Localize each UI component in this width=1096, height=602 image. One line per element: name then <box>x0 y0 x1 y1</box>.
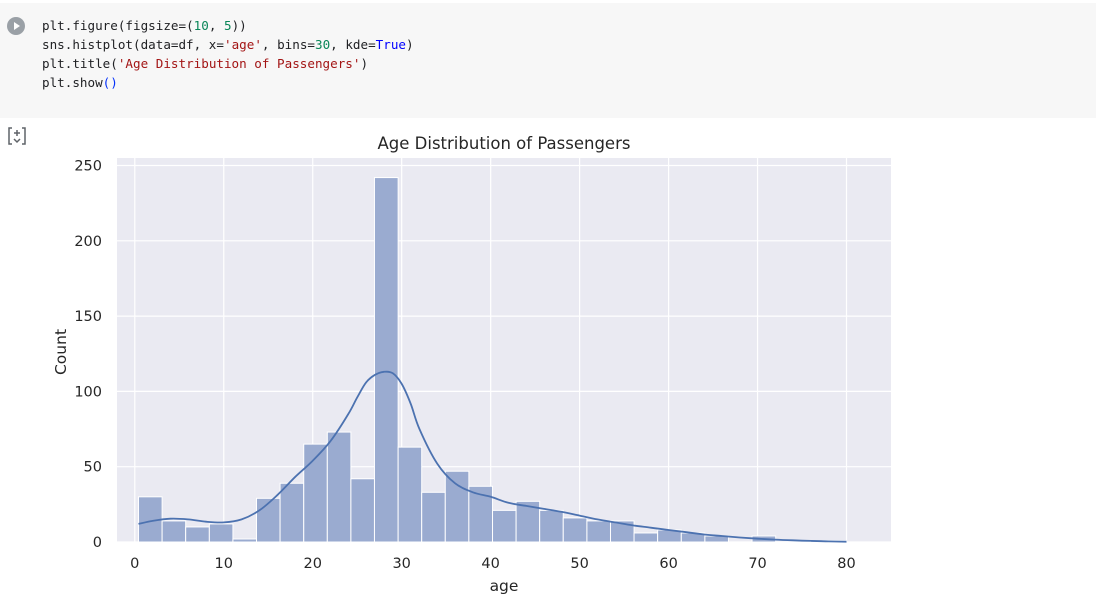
histogram-bar <box>633 532 659 543</box>
code-token: )) <box>231 18 247 33</box>
code-editor[interactable]: plt.figure(figsize=(10, 5)) sns.histplot(… <box>42 16 414 92</box>
x-tick-label: 40 <box>481 556 499 572</box>
code-token: True <box>375 37 406 52</box>
x-tick-label: 60 <box>659 556 677 572</box>
histogram-bar <box>539 509 564 543</box>
histogram-bar <box>350 478 375 543</box>
code-line: plt.title('Age Distribution of Passenger… <box>42 54 414 73</box>
code-token: 10 <box>193 18 209 33</box>
histogram-bar <box>326 431 352 543</box>
code-token: 'age' <box>223 37 262 52</box>
x-tick-label: 80 <box>837 556 855 572</box>
x-tick-label: 10 <box>215 556 233 572</box>
histogram-bar <box>185 526 210 543</box>
y-axis-label: Count <box>52 329 70 375</box>
code-token: sns.histplot(data=df, x= <box>42 37 224 52</box>
x-tick-labels: 0 10 20 30 40 50 60 70 80 <box>130 556 856 572</box>
code-token: , kde= <box>330 37 376 52</box>
code-token: plt.figure(figsize= <box>42 18 187 33</box>
code-token: 'Age Distribution of Passengers' <box>117 56 361 71</box>
histogram-bars <box>138 177 848 543</box>
code-token: () <box>102 75 118 90</box>
x-tick-label: 50 <box>570 556 588 572</box>
code-token: plt.title( <box>42 56 118 71</box>
histogram-bar <box>208 523 234 543</box>
x-tick-label: 70 <box>748 556 766 572</box>
x-tick-label: 30 <box>392 556 410 572</box>
age-histogram-chart: 0 10 20 30 40 50 60 70 80 0 50 100 150 200 250 Age Di… <box>52 134 891 595</box>
histogram-bar <box>609 520 635 543</box>
x-axis-label: age <box>490 577 519 595</box>
histogram-bar <box>279 482 305 543</box>
plot-area <box>117 158 891 542</box>
code-line: sns.histplot(data=df, x='age', bins=30, … <box>42 35 414 54</box>
code-token: ) <box>360 56 369 71</box>
y-tick-label: 250 <box>74 159 102 175</box>
histogram-bar <box>421 491 446 543</box>
y-tick-label: 50 <box>84 460 102 476</box>
histogram-bar <box>161 520 187 543</box>
code-line: plt.figure(figsize=(10, 5)) <box>42 16 414 35</box>
output-toggle-icon[interactable] <box>6 126 28 146</box>
histogram-bar <box>232 538 257 543</box>
histogram-bar <box>492 509 517 543</box>
histogram-bar <box>397 446 423 543</box>
play-circle-icon[interactable] <box>7 17 25 35</box>
code-token: , bins= <box>261 37 315 52</box>
code-token: 30 <box>314 37 331 52</box>
y-tick-label: 0 <box>93 535 102 551</box>
histogram-bar <box>444 470 470 543</box>
kde-line <box>138 370 847 543</box>
histogram-bar <box>373 177 399 543</box>
code-token: plt.show <box>42 75 103 90</box>
code-token: 5 <box>224 18 232 33</box>
code-cell[interactable]: plt.figure(figsize=(10, 5)) sns.histplot(… <box>0 3 1096 118</box>
x-tick-label: 20 <box>303 556 321 572</box>
y-tick-label: 150 <box>74 309 102 325</box>
histogram-bar <box>586 520 611 543</box>
y-tick-label: 100 <box>74 384 102 400</box>
histogram-bar <box>255 497 281 543</box>
code-token: ) <box>406 37 414 52</box>
histogram-bar <box>562 517 588 543</box>
code-token: , <box>208 18 224 33</box>
code-line: plt.show() <box>42 73 414 92</box>
x-tick-label: 0 <box>130 556 139 572</box>
chart-title: Age Distribution of Passengers <box>378 134 631 153</box>
y-tick-label: 200 <box>74 234 102 250</box>
y-tick-labels: 0 50 100 150 200 250 <box>74 159 102 551</box>
code-token: ( <box>186 18 194 33</box>
